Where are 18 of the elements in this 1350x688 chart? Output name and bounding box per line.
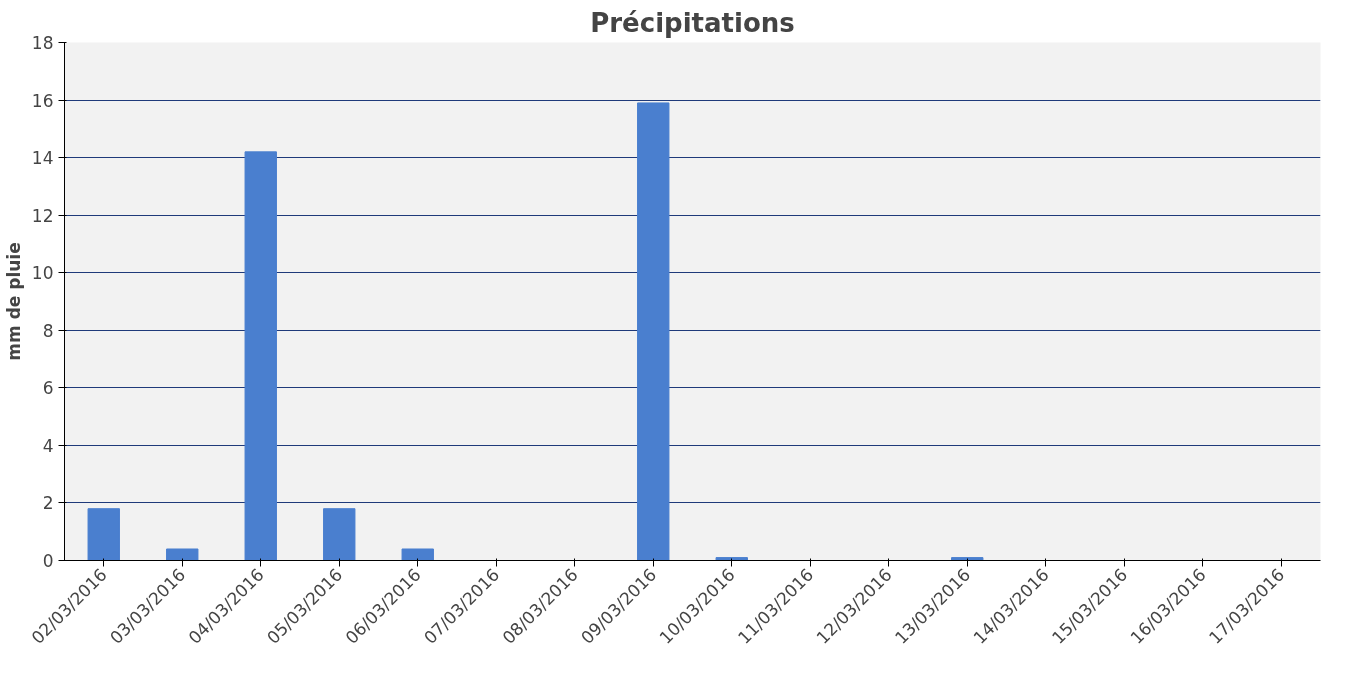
- y-tick-label: 6: [42, 378, 54, 399]
- bar: [637, 102, 670, 561]
- y-tick-label: 4: [42, 435, 54, 456]
- y-tick-label: 16: [31, 90, 54, 111]
- y-tick-label: 12: [31, 205, 54, 226]
- chart-title: Précipitations: [590, 7, 795, 38]
- y-tick-label: 14: [31, 148, 54, 169]
- y-axis-title: mm de pluie: [3, 242, 24, 361]
- bar: [323, 508, 356, 561]
- y-tick-label: 18: [31, 33, 54, 53]
- y-tick-label: 2: [42, 493, 54, 514]
- bar: [166, 548, 199, 561]
- bar: [87, 508, 120, 561]
- bar: [401, 548, 434, 561]
- y-tick-label: 0: [42, 551, 54, 571]
- y-tick-label: 10: [31, 263, 54, 284]
- bar: [244, 151, 277, 561]
- y-tick-label: 8: [42, 320, 54, 341]
